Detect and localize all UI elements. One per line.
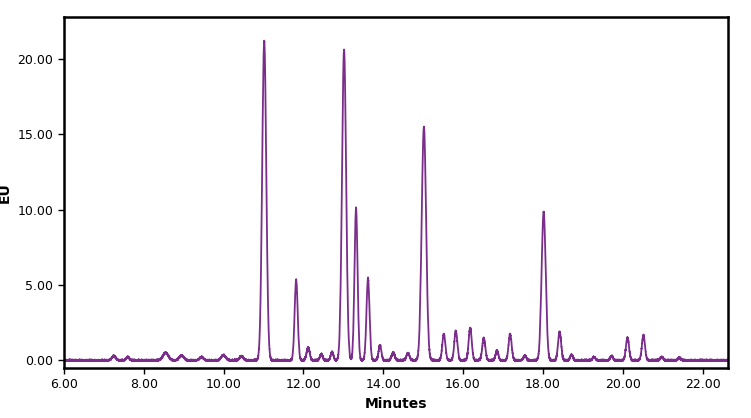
X-axis label: Minutes: Minutes xyxy=(365,397,427,411)
Y-axis label: EU: EU xyxy=(0,182,12,203)
